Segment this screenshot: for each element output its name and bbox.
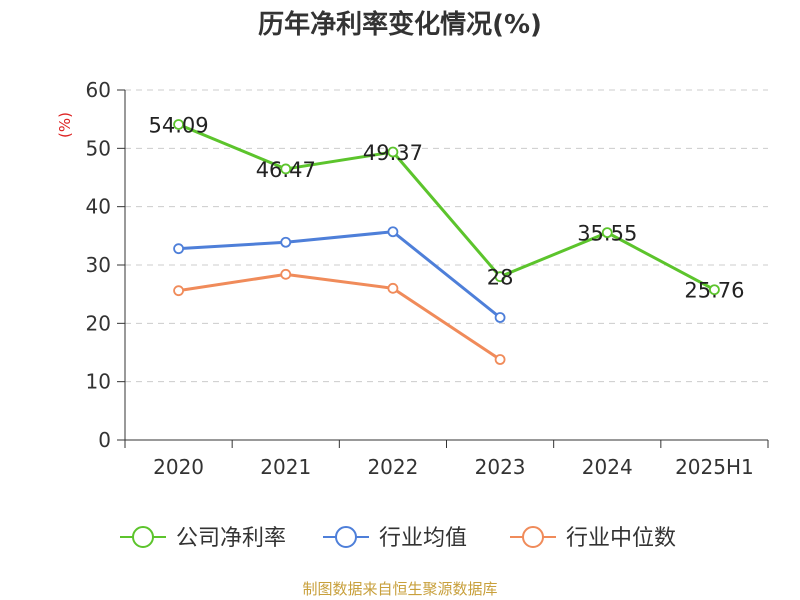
data-point <box>173 119 184 130</box>
data-label: 25.76 <box>684 279 744 303</box>
legend-marker <box>132 526 154 548</box>
chart-title: 历年净利率变化情况(%) <box>258 10 542 40</box>
data-point <box>494 354 506 365</box>
data-point <box>494 312 506 323</box>
data-label: 28 <box>487 266 514 290</box>
data-point <box>280 163 292 175</box>
data-point <box>494 271 506 283</box>
legend-label: 行业中位数 <box>566 526 676 551</box>
y-tick-label: 40 <box>86 195 111 219</box>
data-point <box>387 282 399 294</box>
legend-marker <box>335 526 357 548</box>
data-label: 46.47 <box>256 158 316 182</box>
y-tick-label: 0 <box>98 428 111 452</box>
y-tick-label: 20 <box>86 311 111 335</box>
x-tick-label: 2022 <box>367 455 418 479</box>
data-point <box>387 226 399 238</box>
series-line <box>178 123 716 292</box>
data-point <box>173 285 184 297</box>
y-tick-label: 50 <box>86 136 111 160</box>
data-label: 54.09 <box>149 113 209 137</box>
legend-marker <box>522 526 544 548</box>
x-tick-label: 2024 <box>582 455 633 479</box>
data-point <box>709 284 720 296</box>
data-point <box>173 243 184 255</box>
legend-label: 行业均值 <box>379 526 467 551</box>
x-tick-label: 2023 <box>475 455 526 479</box>
x-tick-label: 2025H1 <box>675 455 754 479</box>
data-label: 35.55 <box>577 222 637 246</box>
series-line <box>178 272 501 361</box>
x-tick-label: 2020 <box>153 455 204 479</box>
data-point <box>280 236 292 248</box>
source-note: 制图数据来自恒生聚源数据库 <box>302 580 498 598</box>
data-point <box>280 268 292 280</box>
y-tick-label: 30 <box>86 253 111 277</box>
x-tick-label: 2021 <box>260 455 311 479</box>
y-axis-label: (%) <box>56 112 74 138</box>
data-point <box>387 146 399 158</box>
data-point <box>601 227 613 239</box>
data-label: 49.37 <box>363 141 423 165</box>
series-line <box>178 230 502 319</box>
y-tick-label: 10 <box>86 370 111 394</box>
legend-label: 公司净利率 <box>176 526 286 551</box>
y-tick-label: 60 <box>86 78 111 102</box>
